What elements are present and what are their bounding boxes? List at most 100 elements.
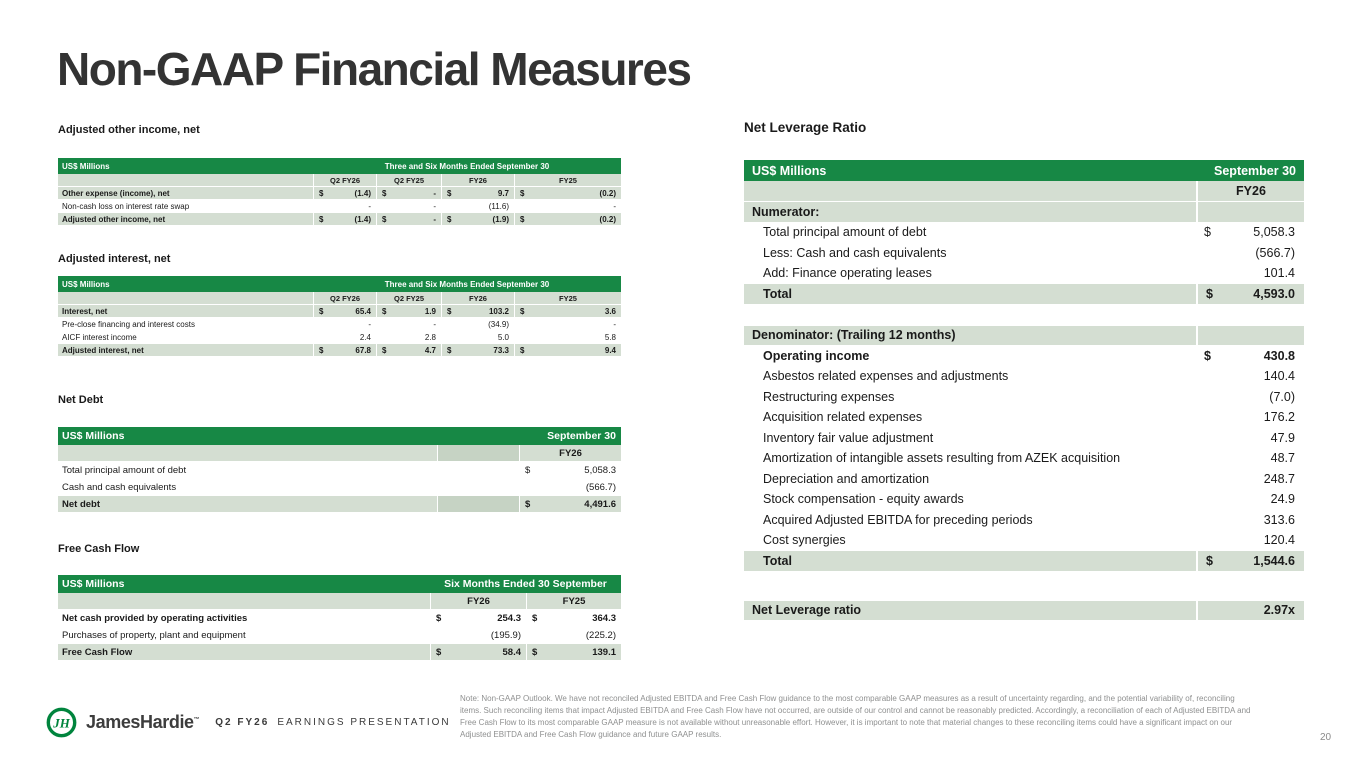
- row-label: Cost synergies: [763, 533, 846, 548]
- table-subheader-row: FY26: [744, 181, 1304, 202]
- value: 9.7: [497, 188, 509, 198]
- value: (1.4): [354, 188, 371, 198]
- currency-symbol: $: [1204, 225, 1211, 240]
- currency-symbol: $: [319, 188, 324, 198]
- currency-symbol: $: [520, 214, 525, 224]
- row-value-cell: $3.6: [514, 305, 621, 317]
- table-subheader-row: FY26: [58, 445, 621, 462]
- table-row: Stock compensation - equity awards 24.9: [744, 490, 1304, 510]
- table-row: Denominator: (Trailing 12 months): [744, 325, 1304, 346]
- row-value-cell: [437, 462, 519, 478]
- deck-label: Q2 FY26 EARNINGS PRESENTATION: [215, 717, 450, 728]
- column-header: FY26: [441, 174, 514, 186]
- row-label: Acquisition related expenses: [763, 410, 923, 425]
- row-value-cell: [437, 496, 519, 512]
- value: 430.8: [1263, 348, 1295, 363]
- currency-symbol: $: [520, 306, 525, 316]
- value: -: [613, 319, 616, 329]
- table-header-row: US$ Millions September 30: [744, 160, 1304, 181]
- row-value-cell: $1.9: [376, 305, 441, 317]
- brand-name: JamesHardie: [86, 711, 194, 732]
- row-value-cell: [437, 479, 519, 495]
- value: (7.0): [1269, 389, 1295, 404]
- row-value-cell: -: [376, 318, 441, 330]
- period-label: Three and Six Months Ended September 30: [384, 279, 550, 289]
- value: 58.4: [502, 646, 522, 658]
- value: 2.8: [424, 332, 436, 342]
- row-label: Net debt: [62, 498, 100, 510]
- value: (11.6): [488, 201, 509, 211]
- table-row: Depreciation and amortization 248.7: [744, 469, 1304, 490]
- currency-symbol: $: [382, 306, 387, 316]
- row-value-cell: -: [514, 318, 621, 330]
- row-value-cell: 24.9: [1196, 490, 1304, 510]
- table-net-leverage-ratio-grid: US$ Millions September 30 FY26 Numerator: To…: [744, 160, 1304, 621]
- units-label: US$ Millions: [62, 430, 125, 442]
- table-header-row: US$ Millions September 30: [58, 427, 621, 445]
- row-value-cell: $ (1.9): [441, 213, 514, 225]
- row-label: Amortization of intangible assets result…: [763, 451, 1121, 466]
- table-row: Total principal amount of debt $5,058.3: [58, 462, 621, 479]
- value: 47.9: [1270, 430, 1295, 445]
- value: 101.4: [1263, 266, 1295, 281]
- row-label: Pre-close financing and interest costs: [62, 319, 195, 329]
- row-label: Total: [763, 286, 792, 301]
- row-value-cell: -: [514, 200, 621, 212]
- row-label: Stock compensation - equity awards: [763, 492, 964, 507]
- value: 248.7: [1263, 471, 1295, 486]
- row-value-cell: 101.4: [1196, 264, 1304, 284]
- table-row: Cost synergies 120.4: [744, 531, 1304, 551]
- units-label: US$ Millions: [752, 163, 827, 178]
- currency-symbol: $: [520, 188, 525, 198]
- currency-symbol: $: [447, 306, 452, 316]
- value: -: [368, 201, 371, 211]
- row-value-cell: 176.2: [1196, 408, 1304, 428]
- currency-symbol: $: [319, 345, 324, 355]
- row-value-cell: $9.4: [514, 344, 621, 356]
- currency-symbol: $: [382, 214, 387, 224]
- table-header-row: US$ Millions Three and Six Months Ended S…: [58, 276, 621, 292]
- table-row: Net debt $4,491.6: [58, 496, 621, 513]
- currency-symbol: $: [1206, 553, 1213, 568]
- column-header: FY26: [1196, 181, 1304, 201]
- row-value-cell: $4.7: [376, 344, 441, 356]
- column-header: FY25: [526, 593, 621, 609]
- row-label: Non-cash loss on interest rate swap: [62, 201, 190, 211]
- row-value-cell: -: [313, 200, 376, 212]
- period-label: September 30: [1214, 163, 1296, 178]
- table-row: Net Leverage ratio 2.97x: [744, 600, 1304, 621]
- value: (566.7): [1255, 245, 1295, 260]
- row-value-cell: $5,058.3: [519, 462, 621, 478]
- row-value-cell: (34.9): [441, 318, 514, 330]
- value: 4.7: [424, 345, 436, 355]
- row-label: Less: Cash and cash equivalents: [763, 245, 947, 260]
- row-label: Adjusted interest, net: [62, 345, 144, 355]
- row-value-cell: $ (1.4): [313, 213, 376, 225]
- value: 176.2: [1263, 410, 1295, 425]
- row-value-cell: 47.9: [1196, 428, 1304, 448]
- value: 24.9: [1270, 492, 1295, 507]
- currency-symbol: $: [525, 498, 531, 510]
- page-number: 20: [1320, 732, 1332, 743]
- subheader-spacer: [744, 181, 1196, 201]
- row-label: Total: [763, 553, 792, 568]
- column-header: Q2 FY26: [313, 174, 376, 186]
- footnote: Note: Non-GAAP Outlook. We have not reco…: [460, 694, 1251, 739]
- table-net-debt: Net Debt US$ Millions September 30 FY26 Tota…: [58, 394, 621, 513]
- value: 364.3: [592, 612, 616, 624]
- currency-symbol: $: [525, 464, 531, 476]
- currency-symbol: $: [319, 214, 324, 224]
- table-row: Restructuring expenses (7.0): [744, 387, 1304, 408]
- value: 120.4: [1263, 533, 1295, 548]
- table-row: AICF interest income 2.4 2.8 5.0 5.8: [58, 331, 621, 344]
- row-label: Net cash provided by operating activitie…: [62, 612, 248, 624]
- row-label: Denominator: (Trailing 12 months): [752, 328, 956, 343]
- table-adjusted-interest: Adjusted interest, net US$ Millions Three …: [58, 253, 621, 357]
- row-label: Adjusted other income, net: [62, 214, 166, 224]
- row-label: Other expense (income), net: [62, 188, 170, 198]
- table-subheader-row: FY26 FY25: [58, 593, 621, 610]
- row-value-cell: $1,544.6: [1196, 551, 1304, 571]
- row-label: Interest, net: [62, 306, 108, 316]
- row-value-cell: (225.2): [526, 627, 621, 643]
- table-title: Adjusted interest, net: [58, 253, 171, 265]
